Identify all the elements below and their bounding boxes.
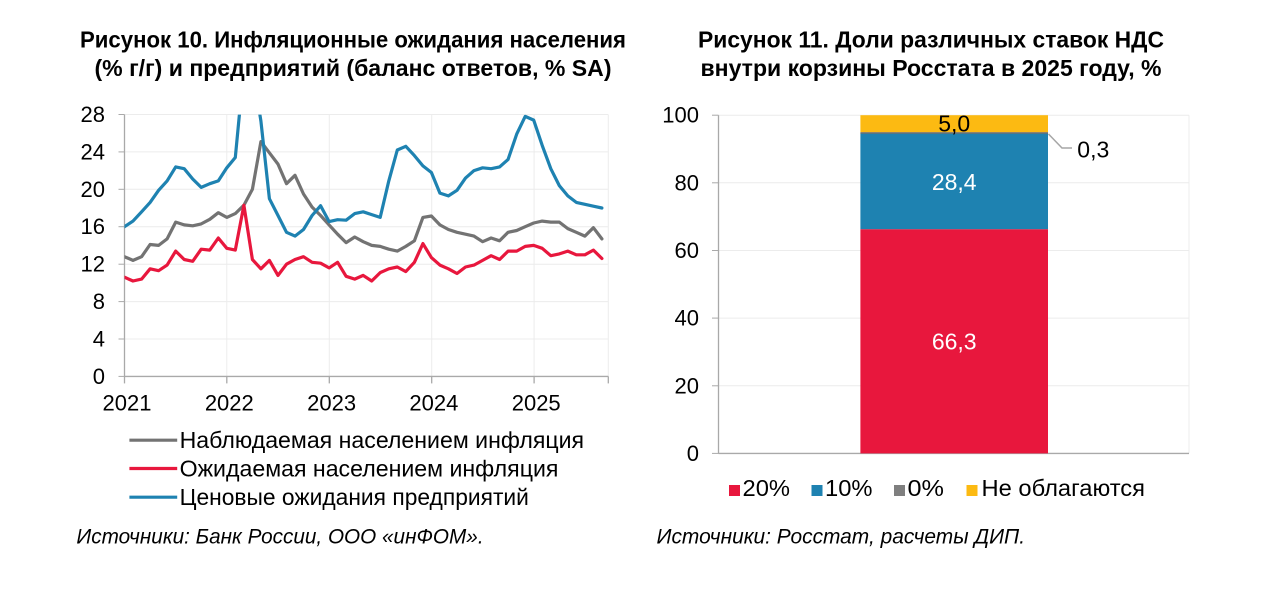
svg-text:12: 12 — [81, 252, 105, 277]
svg-text:Источники: Росстат, расчеты ДИ: Источники: Росстат, расчеты ДИП. — [657, 526, 1026, 549]
svg-text:20%: 20% — [743, 475, 791, 501]
svg-text:60: 60 — [675, 238, 699, 263]
svg-text:Рисунок 11. Доли различных ста: Рисунок 11. Доли различных ставок НДС — [698, 27, 1164, 53]
svg-text:2025: 2025 — [512, 391, 561, 416]
svg-text:10%: 10% — [825, 475, 873, 501]
svg-text:28: 28 — [81, 102, 105, 127]
svg-text:Наблюдаемая населением инфляци: Наблюдаемая населением инфляция — [180, 427, 584, 453]
svg-text:2023: 2023 — [307, 391, 356, 416]
svg-text:16: 16 — [81, 214, 105, 239]
svg-text:(% г/г) и предприятий (баланс: (% г/г) и предприятий (баланс ответов, %… — [95, 55, 612, 81]
svg-text:40: 40 — [675, 306, 699, 331]
svg-text:0%: 0% — [908, 475, 945, 501]
svg-text:100: 100 — [662, 103, 699, 128]
svg-text:внутри корзины Росстата в 2025: внутри корзины Росстата в 2025 году, % — [701, 55, 1162, 81]
svg-text:Ценовые ожидания предприятий: Ценовые ожидания предприятий — [180, 484, 529, 510]
svg-text:5,0: 5,0 — [938, 111, 970, 137]
svg-text:4: 4 — [93, 327, 105, 352]
svg-text:28,4: 28,4 — [932, 169, 977, 195]
svg-text:Рисунок 10. Инфляционные ожида: Рисунок 10. Инфляционные ожидания населе… — [80, 27, 626, 53]
svg-text:80: 80 — [675, 170, 699, 195]
svg-text:0: 0 — [93, 364, 105, 389]
svg-text:2021: 2021 — [103, 391, 152, 416]
svg-text:20: 20 — [81, 177, 105, 202]
svg-text:Ожидаемая населением инфляция: Ожидаемая населением инфляция — [180, 455, 559, 481]
svg-text:66,3: 66,3 — [932, 329, 977, 355]
svg-text:Не облагаются: Не облагаются — [982, 475, 1146, 501]
svg-text:2022: 2022 — [205, 391, 254, 416]
svg-text:20: 20 — [675, 373, 699, 398]
svg-text:0,3: 0,3 — [1077, 136, 1109, 162]
svg-text:Источники: Банк России, ООО «и: Источники: Банк России, ООО «инФОМ». — [76, 525, 483, 548]
svg-text:0: 0 — [687, 441, 699, 466]
svg-text:2024: 2024 — [409, 391, 458, 416]
svg-text:24: 24 — [81, 139, 105, 164]
svg-text:8: 8 — [93, 289, 105, 314]
